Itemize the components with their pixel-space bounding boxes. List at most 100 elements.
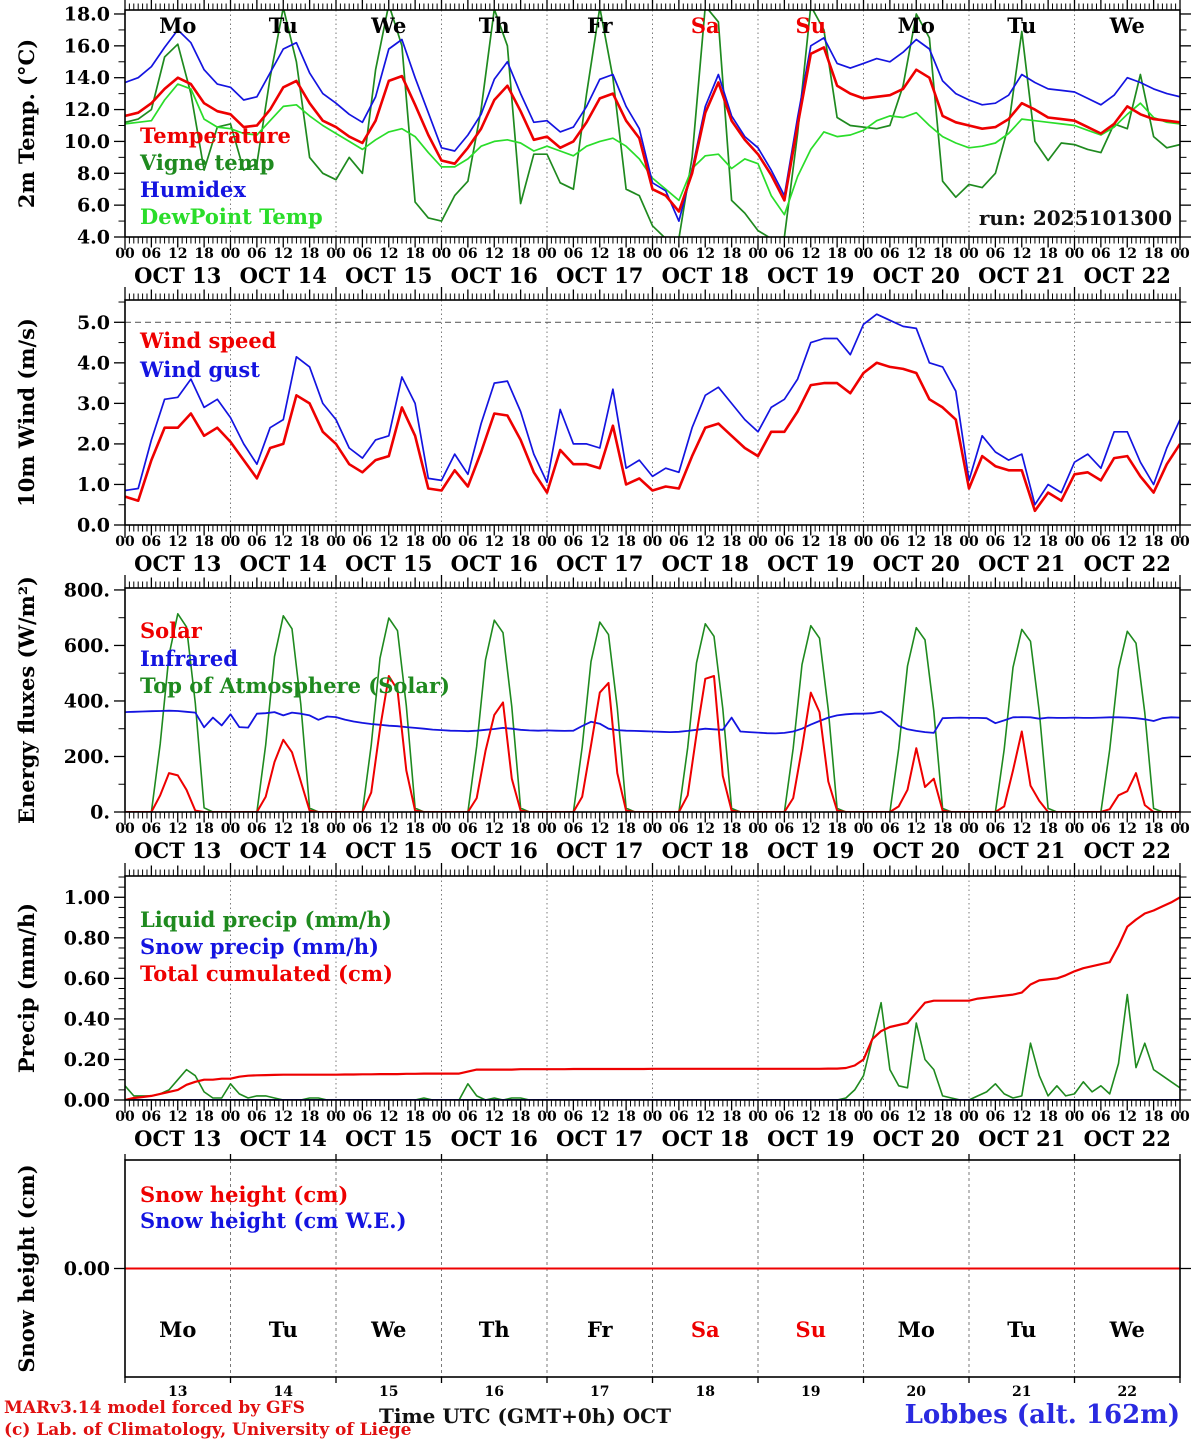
hour-label: 00 <box>221 534 241 550</box>
hour-label: 12 <box>485 534 504 550</box>
date-label: OCT 15 <box>345 551 432 576</box>
hour-label: 18 <box>616 246 635 262</box>
day-number-label: 21 <box>1012 1384 1031 1400</box>
date-label: OCT 17 <box>556 263 643 288</box>
hour-label: 06 <box>1091 534 1110 550</box>
hour-label: 00 <box>1170 534 1190 550</box>
date-label: OCT 14 <box>240 838 327 863</box>
hour-label: 06 <box>247 821 266 837</box>
hour-label: 00 <box>748 534 768 550</box>
panel-2: 0. 200. 400. 600. 800. Energy fluxes (W/m²) So… <box>14 575 1191 863</box>
hour-label: 18 <box>827 534 846 550</box>
hour-label: 18 <box>1038 246 1057 262</box>
hour-label: 00 <box>432 1109 452 1125</box>
hour-label: 00 <box>959 821 979 837</box>
hour-label: 18 <box>616 1109 635 1125</box>
day-name-label: We <box>370 13 406 38</box>
date-label: OCT 17 <box>556 1126 643 1151</box>
dewpoint-temp-curve <box>125 83 1180 216</box>
hour-label: 12 <box>1012 534 1031 550</box>
hour-label: 06 <box>880 534 899 550</box>
total-cumulated-curve <box>125 896 1180 1100</box>
date-label: OCT 22 <box>1084 263 1171 288</box>
legend-item: Snow precip (mm/h) <box>140 934 379 959</box>
date-label: OCT 16 <box>451 838 538 863</box>
day-name-label: We <box>1109 13 1145 38</box>
day-name-label: Th <box>479 1317 510 1342</box>
hour-label: 12 <box>1118 534 1137 550</box>
hour-label: 00 <box>748 246 768 262</box>
hour-label: 06 <box>775 534 794 550</box>
y-tick-label: 16.0 <box>64 35 110 57</box>
hour-label: 18 <box>722 534 741 550</box>
hour-label: 12 <box>274 821 293 837</box>
hour-label: 18 <box>933 821 952 837</box>
hour-label: 06 <box>353 1109 372 1125</box>
legend-item: Infrared <box>140 646 238 671</box>
hour-label: 18 <box>405 821 424 837</box>
hour-label: 00 <box>643 534 663 550</box>
hour-label: 12 <box>1118 1109 1137 1125</box>
date-label: OCT 13 <box>134 838 221 863</box>
hour-label: 00 <box>326 246 346 262</box>
hour-label: 00 <box>854 821 874 837</box>
hour-label: 00 <box>1065 1109 1085 1125</box>
hour-label: 18 <box>722 246 741 262</box>
date-label: OCT 19 <box>767 838 854 863</box>
date-label: OCT 18 <box>662 551 749 576</box>
hour-label: 18 <box>933 1109 952 1125</box>
y-tick-label: 18.0 <box>64 3 110 25</box>
y-tick-label: 600. <box>64 635 110 657</box>
day-name-label: We <box>370 1317 406 1342</box>
day-name-label: Tu <box>269 13 298 38</box>
hour-label: 06 <box>458 246 477 262</box>
date-label: OCT 20 <box>873 1126 960 1151</box>
hour-label: 00 <box>432 246 452 262</box>
hour-label: 06 <box>880 821 899 837</box>
hour-label: 00 <box>748 821 768 837</box>
day-name-label: Mo <box>159 13 196 38</box>
hour-label: 06 <box>880 1109 899 1125</box>
day-number-label: 18 <box>696 1384 715 1400</box>
hour-label: 06 <box>986 246 1005 262</box>
date-label: OCT 19 <box>767 551 854 576</box>
hour-label: 12 <box>485 1109 504 1125</box>
legend-item: DewPoint Temp <box>140 204 323 229</box>
day-name-label: Mo <box>159 1317 196 1342</box>
date-label: OCT 13 <box>134 1126 221 1151</box>
hour-label: 06 <box>142 1109 161 1125</box>
hour-label: 00 <box>854 534 874 550</box>
hour-label: 12 <box>379 246 398 262</box>
infrared-curve <box>125 709 1180 735</box>
date-label: OCT 14 <box>240 263 327 288</box>
day-name-label: Sa <box>691 13 720 38</box>
hour-label: 12 <box>168 1109 187 1125</box>
legend-item: Vigne temp <box>139 150 275 175</box>
y-tick-label: 0.20 <box>64 1049 110 1071</box>
hour-label: 18 <box>405 534 424 550</box>
hour-label: 00 <box>643 246 663 262</box>
legend-item: Liquid precip (mm/h) <box>140 907 392 932</box>
hour-label: 06 <box>1091 821 1110 837</box>
hour-label: 00 <box>326 534 346 550</box>
date-label: OCT 15 <box>345 838 432 863</box>
y-tick-label: 0.00 <box>64 1258 110 1280</box>
day-number-label: 17 <box>590 1384 609 1400</box>
hour-label: 00 <box>1065 821 1085 837</box>
date-label: OCT 14 <box>240 1126 327 1151</box>
hour-label: 12 <box>274 246 293 262</box>
hour-label: 06 <box>353 534 372 550</box>
hour-label: 00 <box>221 246 241 262</box>
hour-label: 18 <box>511 246 530 262</box>
y-tick-label: 5.0 <box>77 312 110 334</box>
hour-label: 00 <box>643 821 663 837</box>
hour-label: 12 <box>696 534 715 550</box>
hour-label: 00 <box>854 1109 874 1125</box>
hour-label: 00 <box>854 246 874 262</box>
hour-label: 00 <box>432 534 452 550</box>
hour-label: 00 <box>1170 821 1190 837</box>
hour-label: 18 <box>827 246 846 262</box>
hour-label: 18 <box>1144 821 1163 837</box>
date-label: OCT 22 <box>1084 838 1171 863</box>
wind-speed-curve <box>125 361 1180 513</box>
